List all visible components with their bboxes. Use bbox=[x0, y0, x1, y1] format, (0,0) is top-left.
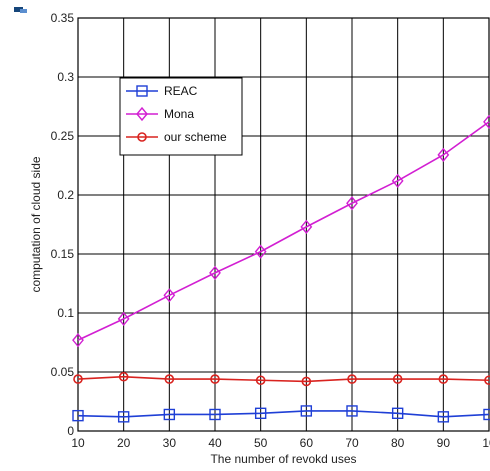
plot-frame bbox=[77, 17, 490, 432]
y-tick-label: 0.25 bbox=[51, 129, 75, 143]
y-tick-label: 0.2 bbox=[57, 188, 74, 202]
x-tick-label: 30 bbox=[163, 436, 177, 450]
legend-label: Mona bbox=[164, 107, 194, 121]
data-point-our-scheme bbox=[210, 374, 220, 384]
y-axis-ticks: 0 0.05 0.1 0.15 0.2 0.25 0.3 0.35 bbox=[51, 11, 75, 438]
y-tick-label: 0.35 bbox=[51, 11, 75, 25]
data-point-reac bbox=[437, 411, 450, 423]
x-tick-label: 40 bbox=[208, 436, 222, 450]
y-tick-label: 0.1 bbox=[57, 306, 74, 320]
x-tick-label: 90 bbox=[437, 436, 451, 450]
data-point-mona bbox=[117, 311, 130, 326]
data-point-mona bbox=[346, 196, 358, 211]
data-point-our-scheme bbox=[392, 374, 403, 384]
legend-label: our scheme bbox=[164, 130, 227, 144]
data-point-our-scheme bbox=[438, 374, 449, 384]
y-tick-label: 0.05 bbox=[51, 365, 75, 379]
legend-box bbox=[119, 77, 243, 156]
x-tick-label: 10 bbox=[71, 436, 85, 450]
legend-marker bbox=[136, 106, 148, 122]
data-point-reac bbox=[391, 407, 404, 419]
x-axis-label: The number of revokd uses bbox=[210, 452, 356, 466]
series-line-reac bbox=[77, 410, 490, 418]
data-point-our-scheme bbox=[118, 371, 129, 382]
data-point-mona bbox=[72, 333, 84, 348]
data-point-our-scheme bbox=[73, 374, 83, 384]
data-point-our-scheme bbox=[164, 374, 175, 384]
series-line-our-scheme bbox=[77, 375, 490, 383]
data-point-reac bbox=[209, 408, 221, 421]
y-tick-label: 0 bbox=[67, 424, 74, 438]
legend-marker bbox=[137, 132, 147, 142]
data-point-mona bbox=[209, 265, 221, 280]
data-point-reac bbox=[72, 409, 84, 422]
corner-mark-icon bbox=[14, 7, 27, 13]
y-tick-label: 0.3 bbox=[57, 70, 74, 84]
x-tick-label: 60 bbox=[300, 436, 314, 450]
data-point-mona bbox=[391, 173, 404, 188]
y-axis-label: computation of cloud side bbox=[29, 156, 43, 292]
x-tick-label: 50 bbox=[254, 436, 268, 450]
data-point-mona bbox=[163, 288, 176, 303]
data-point-our-scheme bbox=[255, 375, 266, 386]
legend-label: REAC bbox=[164, 84, 198, 98]
data-point-mona bbox=[437, 147, 450, 162]
x-tick-label: 70 bbox=[345, 436, 359, 450]
data-point-reac bbox=[117, 411, 130, 423]
x-tick-label: 10 bbox=[482, 436, 490, 450]
x-tick-label: 80 bbox=[391, 436, 405, 450]
series-lines bbox=[77, 121, 490, 418]
y-tick-label: 0.15 bbox=[51, 247, 75, 261]
legend: REAC Mona our scheme bbox=[119, 77, 243, 156]
data-point-mona bbox=[254, 244, 267, 259]
data-point-mona bbox=[483, 114, 490, 129]
data-point-reac bbox=[483, 408, 490, 421]
data-point-mona bbox=[300, 219, 313, 234]
x-tick-label: 20 bbox=[117, 436, 131, 450]
data-point-reac bbox=[163, 408, 176, 421]
data-point-our-scheme bbox=[484, 375, 490, 386]
legend-marker bbox=[136, 85, 148, 97]
data-point-reac bbox=[254, 407, 267, 419]
data-point-our-scheme bbox=[347, 374, 357, 384]
series-line-mona bbox=[77, 121, 490, 341]
data-point-reac bbox=[300, 405, 313, 417]
series-markers bbox=[72, 114, 490, 423]
data-point-our-scheme bbox=[301, 376, 312, 387]
data-point-reac bbox=[346, 405, 358, 417]
x-axis-ticks: 10 20 30 40 50 60 70 80 90 10 bbox=[71, 436, 490, 450]
